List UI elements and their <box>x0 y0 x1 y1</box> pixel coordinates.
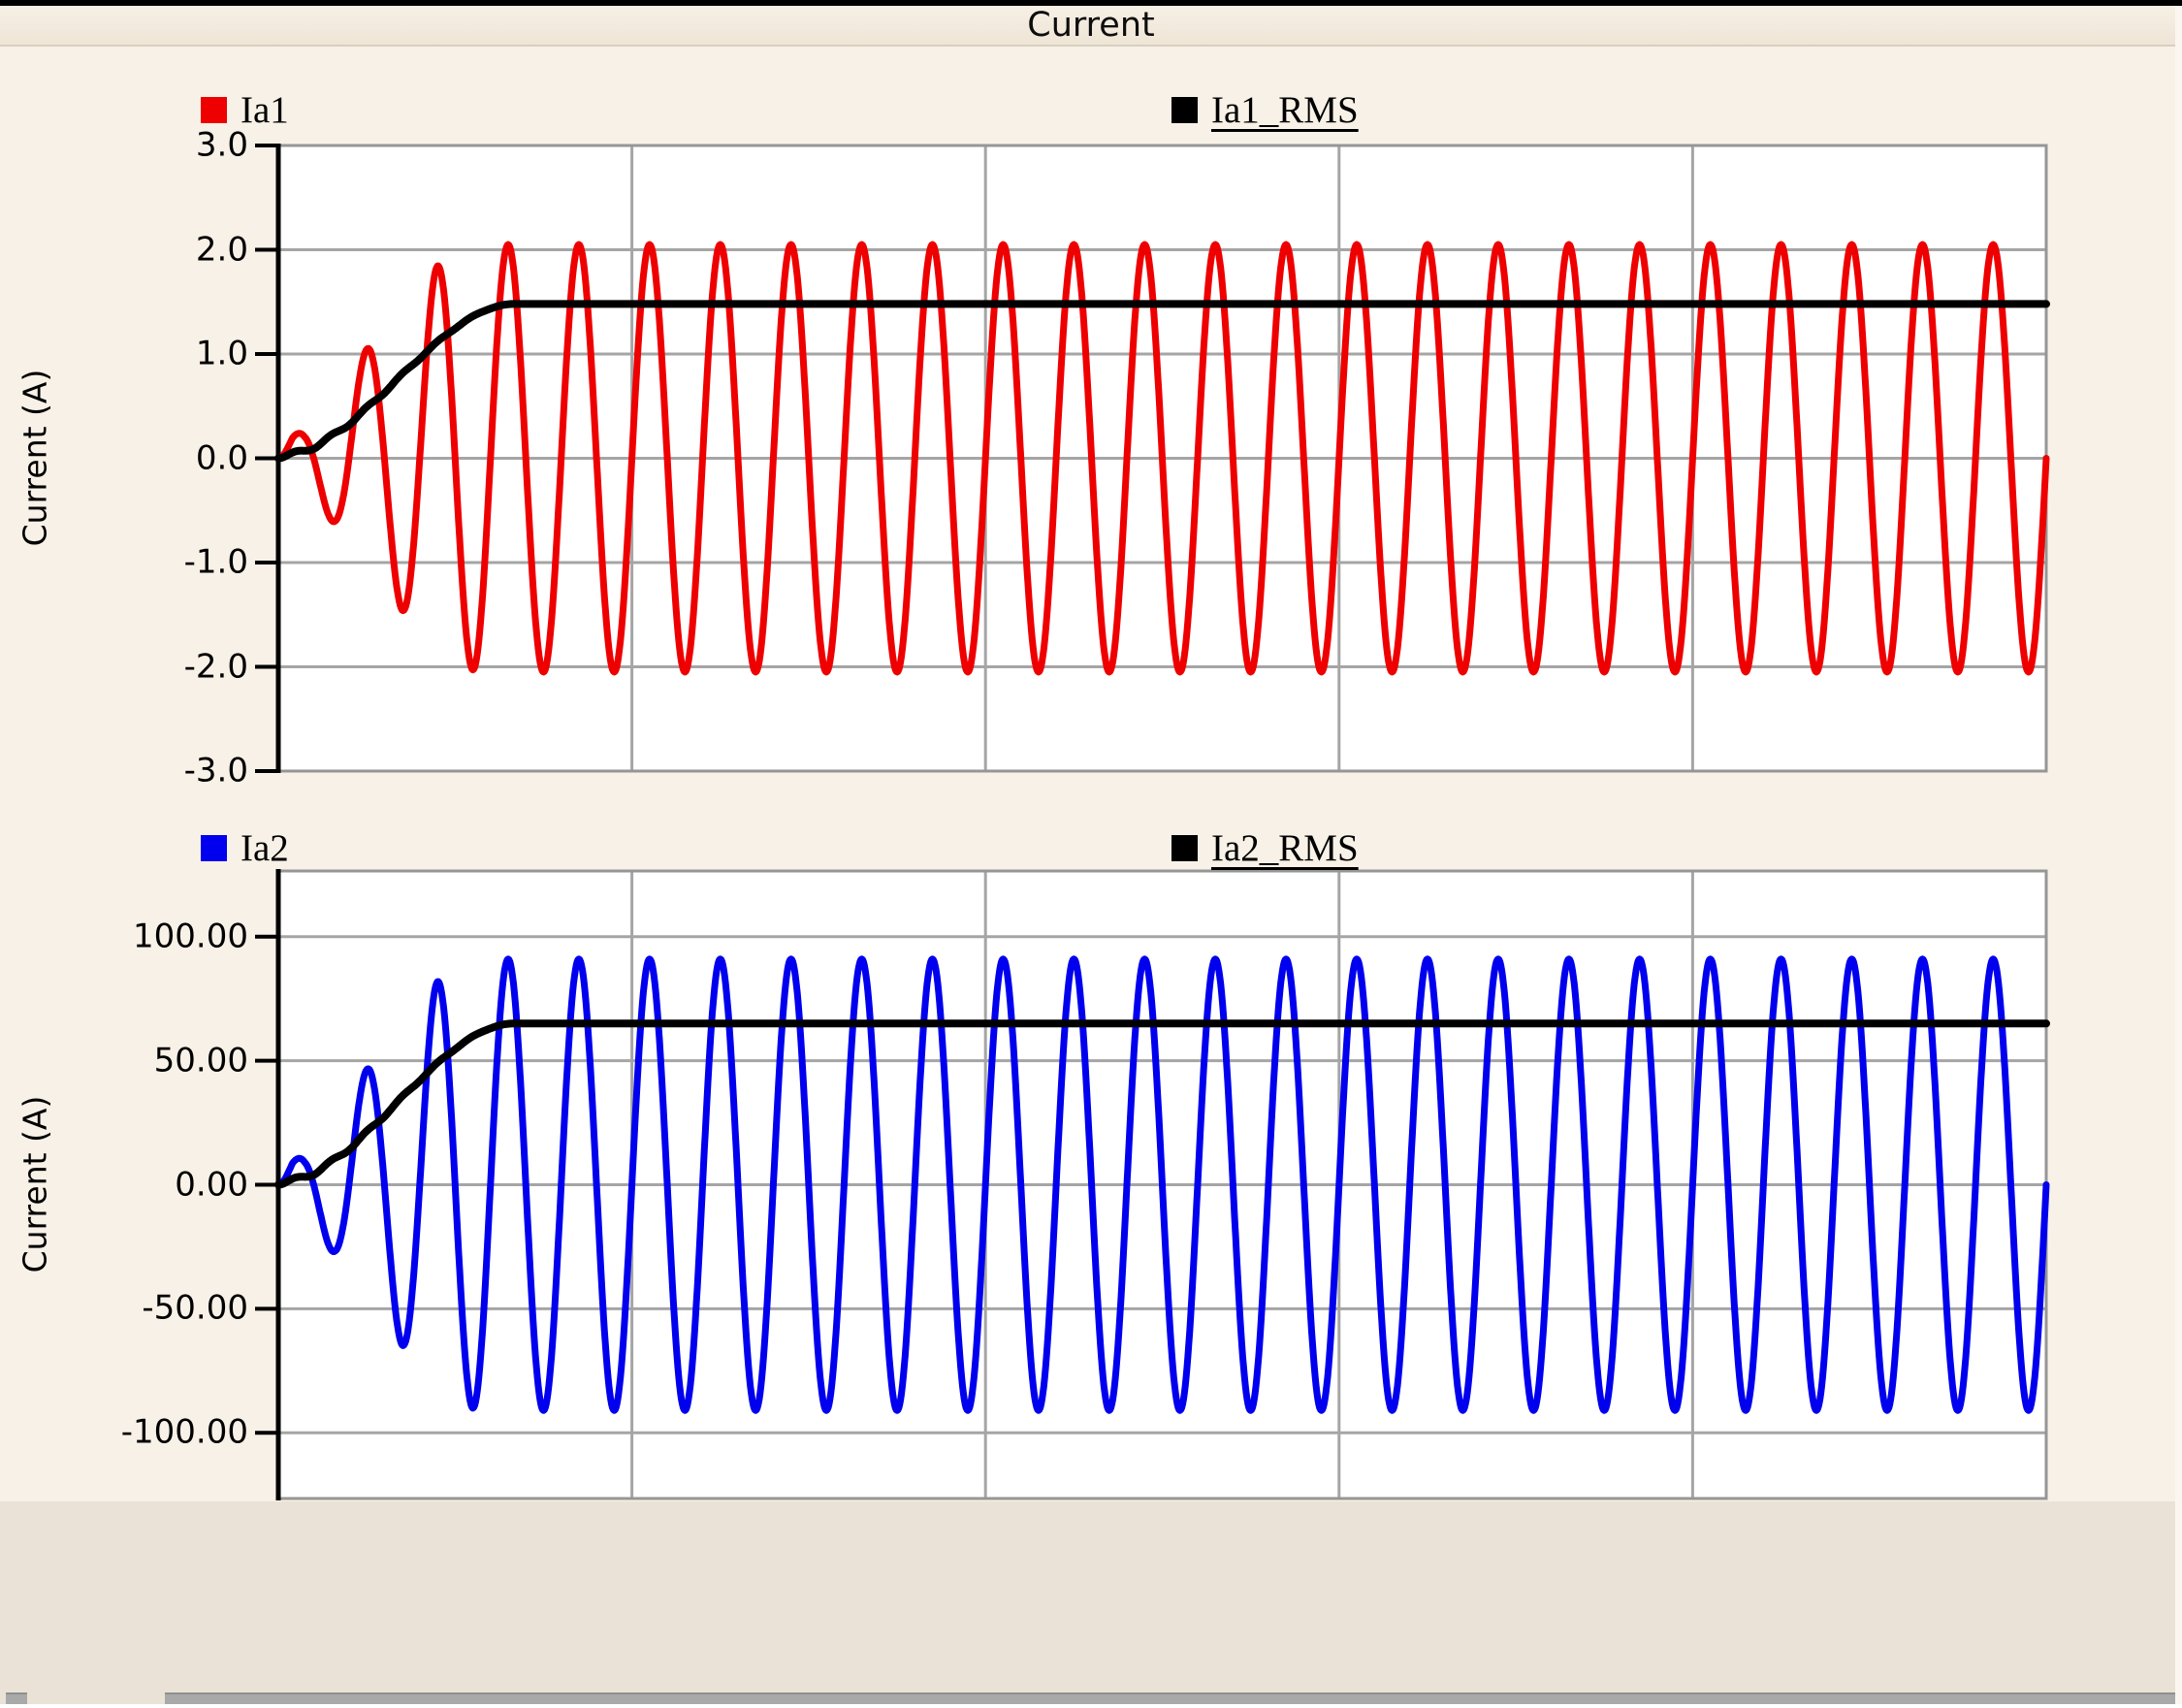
legend-ia1[interactable]: Ia1 <box>201 88 289 131</box>
legend-label-ia1[interactable]: Ia1 <box>241 88 289 131</box>
legend-swatch-ia1 <box>201 96 227 123</box>
y-tick-label: 2.0 <box>195 230 248 270</box>
legend-ia1-rms[interactable]: Ia1_RMS <box>1171 88 1359 131</box>
series-Ia2_RMS <box>274 1019 2050 1189</box>
window-right-edge <box>2175 6 2182 1704</box>
bottom-plot-area[interactable] <box>255 869 2050 1500</box>
y-tick-label: -3.0 <box>183 751 248 790</box>
series-Ia1_RMS <box>274 300 2050 463</box>
legend-swatch-ia2-rms <box>1171 834 1198 861</box>
y-tick-label: 0.0 <box>195 438 248 478</box>
legend-label-ia1-rms[interactable]: Ia1_RMS <box>1211 88 1359 131</box>
y-tick-label: -100.00 <box>120 1412 248 1452</box>
y-tick-label: -1.0 <box>183 542 248 582</box>
series-Ia2 <box>274 955 2050 1414</box>
title-bar: Current <box>0 6 2182 47</box>
y-axis-title-top: Current (A) <box>16 369 54 547</box>
y-tick-label: -50.00 <box>142 1288 248 1328</box>
bottom-divider <box>0 1704 2182 1708</box>
page-title: Current <box>1027 6 1155 45</box>
legend-label-ia2[interactable]: Ia2 <box>241 826 289 869</box>
y-axis-title-bottom: Current (A) <box>16 1095 54 1273</box>
legend-ia2-rms[interactable]: Ia2_RMS <box>1171 826 1359 869</box>
lower-axis-strip <box>0 1501 2182 1708</box>
y-tick-label: 50.00 <box>153 1041 248 1080</box>
scrollbar-thumb[interactable] <box>165 1692 2182 1706</box>
scrollbar-left-nub[interactable] <box>6 1692 27 1706</box>
y-tick-label: 100.00 <box>133 917 248 956</box>
legend-swatch-ia2 <box>201 834 227 861</box>
legend-swatch-ia1-rms <box>1171 96 1198 123</box>
y-tick-label: 0.00 <box>175 1165 248 1205</box>
y-tick-label: 1.0 <box>195 334 248 373</box>
y-tick-label: 3.0 <box>195 125 248 165</box>
series-Ia1 <box>274 241 2050 676</box>
top-plot-area[interactable] <box>255 144 2050 773</box>
y-tick-label: -2.0 <box>183 647 248 687</box>
legend-label-ia2-rms[interactable]: Ia2_RMS <box>1211 826 1359 869</box>
legend-ia2[interactable]: Ia2 <box>201 826 289 869</box>
window-top-border <box>0 0 2182 6</box>
